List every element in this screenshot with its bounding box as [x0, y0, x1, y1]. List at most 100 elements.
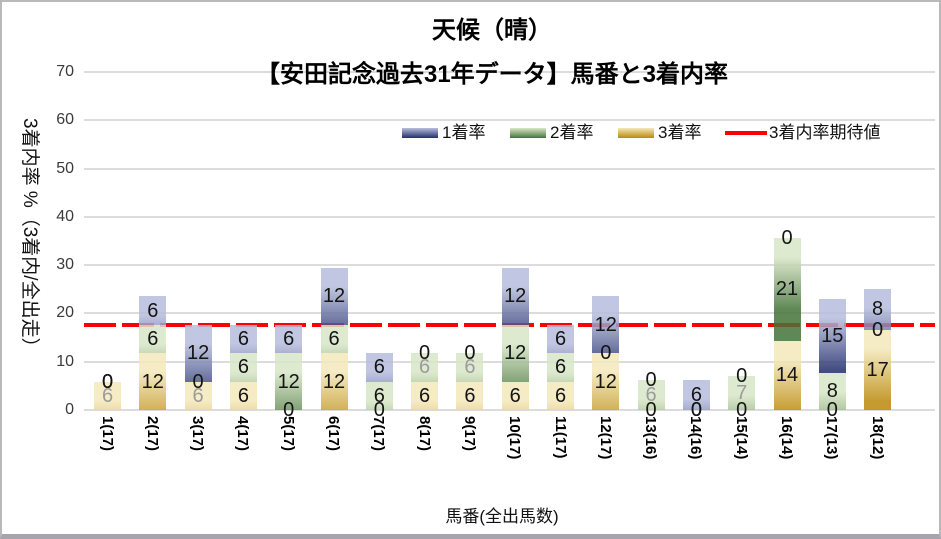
data-label: 0 — [736, 399, 748, 421]
data-label: 12 — [594, 313, 617, 336]
data-label: 12 — [504, 285, 527, 308]
bar-segment-3着率 — [320, 353, 348, 410]
bar-segment-2着率 — [773, 237, 801, 341]
bar-segment-2着率 — [411, 353, 439, 382]
data-label: 0 — [645, 368, 657, 391]
data-label: 12 — [594, 370, 617, 393]
data-label: 6 — [192, 384, 204, 407]
x-category-label: 10(17) — [506, 416, 524, 460]
data-label: 6 — [464, 356, 476, 379]
data-label: 17 — [866, 358, 889, 381]
data-label: 6 — [373, 384, 385, 407]
bar-segment-3着率 — [864, 329, 892, 410]
data-label: 0 — [101, 370, 114, 393]
legend-line-swatch — [725, 131, 767, 135]
y-tick-label: 50 — [56, 159, 74, 177]
data-label: 0 — [101, 370, 114, 393]
bar-segment-1着率 — [547, 324, 574, 354]
chart-title-line1: 天候（晴） — [432, 17, 552, 44]
data-label: 0 — [373, 399, 385, 421]
bar-segment-3着率 — [229, 381, 257, 410]
y-tick-label: 30 — [56, 256, 74, 274]
data-label: 12 — [186, 342, 210, 365]
data-label: 6 — [237, 356, 249, 379]
data-label: 0 — [690, 399, 702, 421]
x-category-label: 17(13) — [823, 416, 841, 460]
y-tick-label: 70 — [56, 63, 74, 80]
x-category-label: 18(12) — [868, 416, 886, 460]
data-label: 6 — [419, 384, 431, 407]
data-label: 6 — [147, 299, 159, 322]
bar-segment-1着率 — [275, 324, 303, 354]
bar-segment-1着率 — [184, 324, 212, 382]
x-category-label: 6(17) — [325, 416, 342, 452]
x-category-label: 7(17) — [370, 416, 388, 452]
data-label: 0 — [419, 342, 431, 365]
legend-label: 2着率 — [550, 123, 594, 142]
bar-segment-3着率 — [592, 353, 620, 410]
gridline — [84, 409, 935, 411]
x-category-label: 12(17) — [596, 416, 614, 460]
y-axis-title: 3着内率 %（3着内/全出走） — [19, 118, 40, 357]
data-label: 0 — [645, 399, 657, 421]
bar-segment-1着率 — [365, 353, 393, 382]
x-category-label: 11(17) — [551, 416, 569, 459]
data-label: 0 — [192, 370, 204, 393]
data-label: 0 — [464, 342, 476, 365]
data-label: 8 — [826, 380, 838, 403]
bar-segment-1着率 — [501, 268, 529, 325]
data-label: 6 — [554, 384, 567, 407]
bar-segment-2着率 — [818, 372, 846, 410]
bar-segment-3着率 — [456, 381, 484, 410]
bar-segment-3着率 — [501, 381, 529, 410]
bar-segment-3着率 — [411, 381, 439, 410]
bar-segment-2着率 — [728, 375, 756, 410]
data-label: 21 — [775, 278, 799, 301]
data-label: 0 — [781, 226, 793, 249]
bar-segment-3着率 — [773, 340, 801, 410]
bar-segment-2着率 — [275, 353, 303, 410]
legend-bar-swatch — [402, 128, 438, 138]
data-label: 12 — [504, 342, 527, 365]
data-label: 6 — [237, 328, 249, 351]
data-label: 6 — [690, 383, 702, 406]
data-label: 6 — [509, 384, 521, 407]
y-tick-label: 10 — [56, 352, 74, 370]
gridline — [84, 215, 935, 218]
data-label: 12 — [322, 370, 346, 393]
data-label: 0 — [283, 399, 295, 421]
data-label: 0 — [872, 318, 884, 341]
data-label: 6 — [419, 356, 431, 379]
x-category-label: 3(17) — [189, 416, 207, 452]
bar-segment-1着率 — [818, 298, 846, 373]
bar-segment-1着率 — [864, 289, 892, 330]
data-label: 0 — [690, 399, 702, 421]
data-label: 6 — [237, 384, 249, 407]
bar-segment-2着率 — [501, 324, 529, 382]
y-tick-label: 20 — [56, 304, 74, 322]
legend-label: 3着内率期待値 — [769, 123, 881, 142]
data-label: 15 — [821, 324, 844, 347]
data-label: 7 — [736, 381, 748, 404]
x-category-label: 13(16) — [642, 416, 660, 460]
data-label: 6 — [554, 328, 567, 351]
data-label: 6 — [101, 384, 114, 407]
data-label: 6 — [328, 328, 340, 351]
y-tick-label: 0 — [65, 401, 74, 418]
legend-label: 3着率 — [658, 123, 702, 142]
bar-segment-2着率 — [229, 353, 257, 382]
x-category-label: 8(17) — [415, 416, 433, 452]
data-label: 12 — [141, 370, 164, 393]
data-label: 6 — [147, 328, 159, 351]
data-label: 12 — [322, 285, 346, 308]
x-category-label: 14(16) — [687, 416, 705, 460]
x-category-label: 2(17) — [143, 416, 161, 452]
data-label: 6 — [645, 383, 657, 406]
bar-segment-3着率 — [94, 381, 121, 410]
data-label: 0 — [736, 364, 748, 387]
bar-segment-2着率 — [456, 353, 484, 382]
legend-bar-swatch — [618, 128, 654, 138]
gridline — [84, 264, 935, 267]
x-category-label: 15(14) — [732, 416, 750, 460]
